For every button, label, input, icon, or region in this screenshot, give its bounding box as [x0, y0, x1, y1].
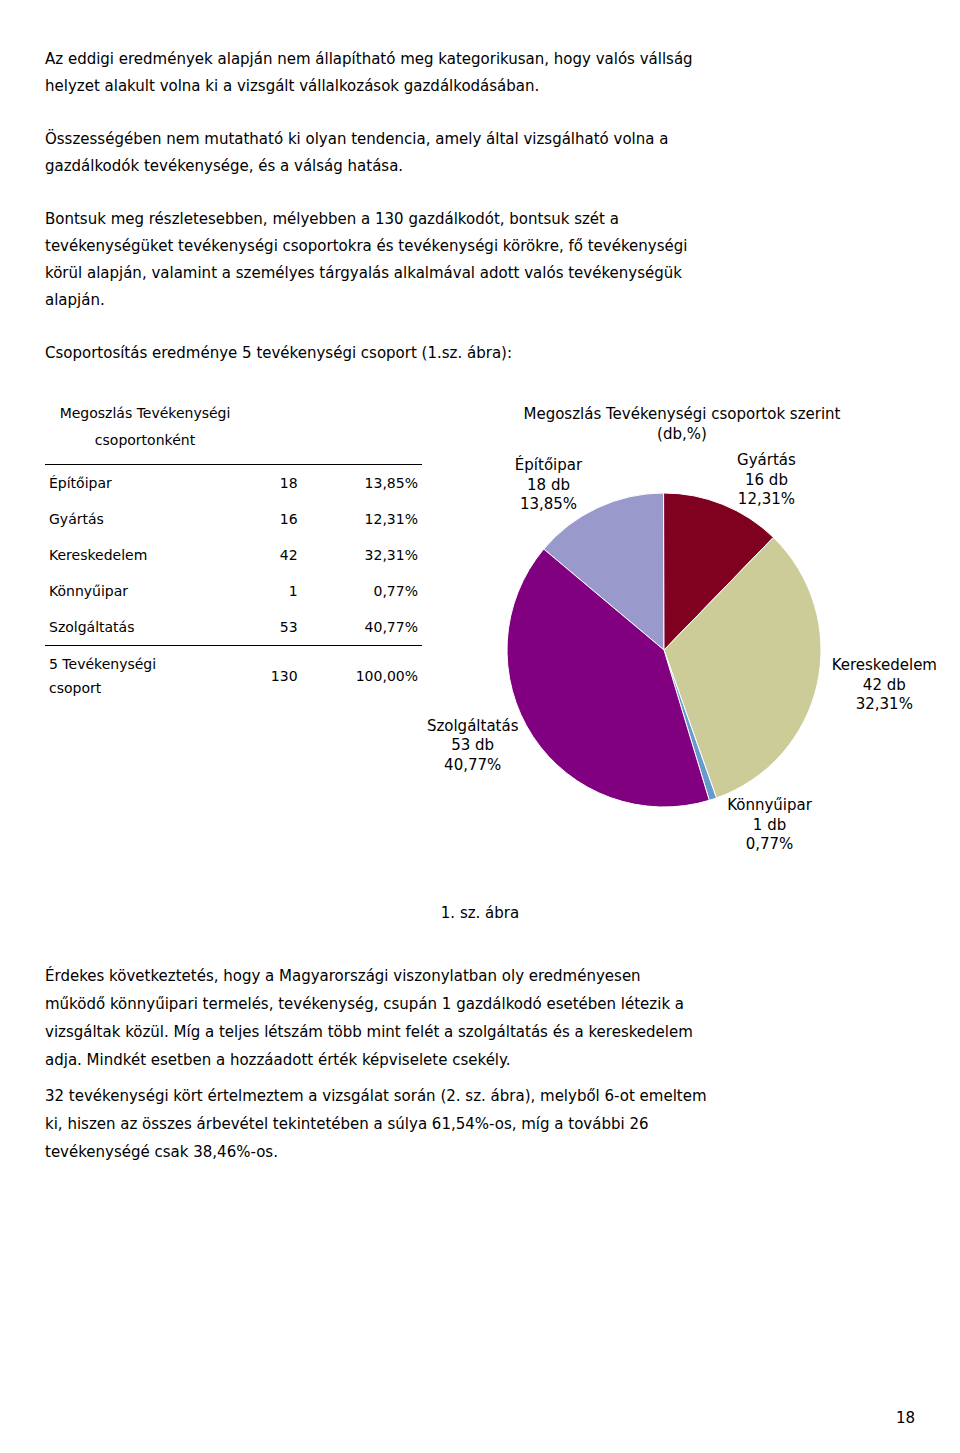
html-text:tevékenységé csak 38,46%-os.: tevékenységé csak 38,46%-os.	[45, 1143, 278, 1161]
html-text:működő könnyűipari termelés, t: működő könnyűipari termelés, tevékenység…	[45, 995, 684, 1013]
html-text:Könnyűipar: Könnyűipar	[49, 583, 129, 599]
html-text:Kereskedelem: Kereskedelem	[49, 547, 148, 563]
html-text:Az eddigi eredmények alapján n: Az eddigi eredmények alapján nem állapít…	[45, 50, 693, 68]
html-text:gazdálkodók tevékenysége, és a: gazdálkodók tevékenysége, és a válság ha…	[45, 157, 404, 175]
html-text:adja. Mindkét esetben a hozzáa: adja. Mindkét esetben a hozzáadott érték…	[45, 1051, 511, 1069]
html-text:1. sz. ábra: 1. sz. ábra	[440, 904, 520, 922]
html-text:0,77%: 0,77%	[373, 583, 418, 599]
html-text:helyzet alakult volna ki a viz: helyzet alakult volna ki a vizsgált váll…	[45, 77, 540, 95]
html-text:ki, hiszen az összes árbevétel: ki, hiszen az összes árbevétel tekinteté…	[45, 1115, 649, 1133]
html-text:18: 18	[279, 475, 298, 491]
html-text:alapján.: alapján.	[45, 291, 105, 309]
html-text:42: 42	[279, 547, 298, 563]
svg-text:Könnyűipar1 db0,77%: Könnyűipar1 db0,77%	[727, 796, 813, 853]
svg-text:Gyártás16 db12,31%: Gyártás16 db12,31%	[737, 451, 796, 508]
html-text:vizsgáltak közül. Míg a teljes: vizsgáltak közül. Míg a teljes létszám t…	[45, 1023, 693, 1041]
html-text:32,31%: 32,31%	[364, 547, 418, 563]
html-text:40,77%: 40,77%	[364, 619, 418, 635]
html-text:Bontsuk meg részletesebben, mé: Bontsuk meg részletesebben, mélyebben a …	[45, 210, 619, 228]
html-text:Megoszlás Tevékenységi csoport: Megoszlás Tevékenységi csoportonként	[59, 405, 231, 448]
svg-text:Kereskedelem42 db32,31%: Kereskedelem42 db32,31%	[832, 656, 937, 713]
html-text:Építőipar: Építőipar	[49, 475, 112, 491]
html-text:tevékenységüket tevékenységi c: tevékenységüket tevékenységi csoportokra…	[45, 237, 688, 255]
html-text:16: 16	[279, 511, 298, 527]
html-text:130: 130	[270, 668, 298, 684]
svg-text:Szolgáltatás53 db40,77%: Szolgáltatás53 db40,77%	[427, 717, 519, 774]
html-text:53: 53	[279, 619, 298, 635]
html-text:Gyártás: Gyártás	[49, 511, 104, 527]
html-text:18: 18	[895, 1409, 915, 1427]
html-text:32 tevékenységi kört értelmezt: 32 tevékenységi kört értelmeztem a vizsg…	[45, 1087, 707, 1105]
html-text:5 Tevékenységi csoport: 5 Tevékenységi csoport	[49, 656, 157, 696]
svg-text:Megoszlás Tevékenységi csoport: Megoszlás Tevékenységi csoportok szerint…	[524, 405, 841, 443]
html-text:Szolgáltatás: Szolgáltatás	[49, 619, 135, 635]
html-text:Érdekes következtetés, hogy a: Érdekes következtetés, hogy a Magyarorsz…	[45, 967, 641, 985]
html-text:12,31%: 12,31%	[364, 511, 418, 527]
html-text:Csoportosítás eredménye 5 tevé: Csoportosítás eredménye 5 tevékenységi c…	[45, 344, 512, 362]
svg-text:Építőipar18 db13,85%: Építőipar18 db13,85%	[515, 455, 583, 513]
html-text:Összességében nem mutatható ki: Összességében nem mutatható ki olyan ten…	[45, 130, 669, 148]
html-text:1: 1	[288, 583, 298, 599]
html-text:körül alapján, valamint a szem: körül alapján, valamint a személyes tárg…	[45, 264, 682, 282]
html-text:13,85%: 13,85%	[364, 475, 418, 491]
html-text:100,00%: 100,00%	[355, 668, 418, 684]
